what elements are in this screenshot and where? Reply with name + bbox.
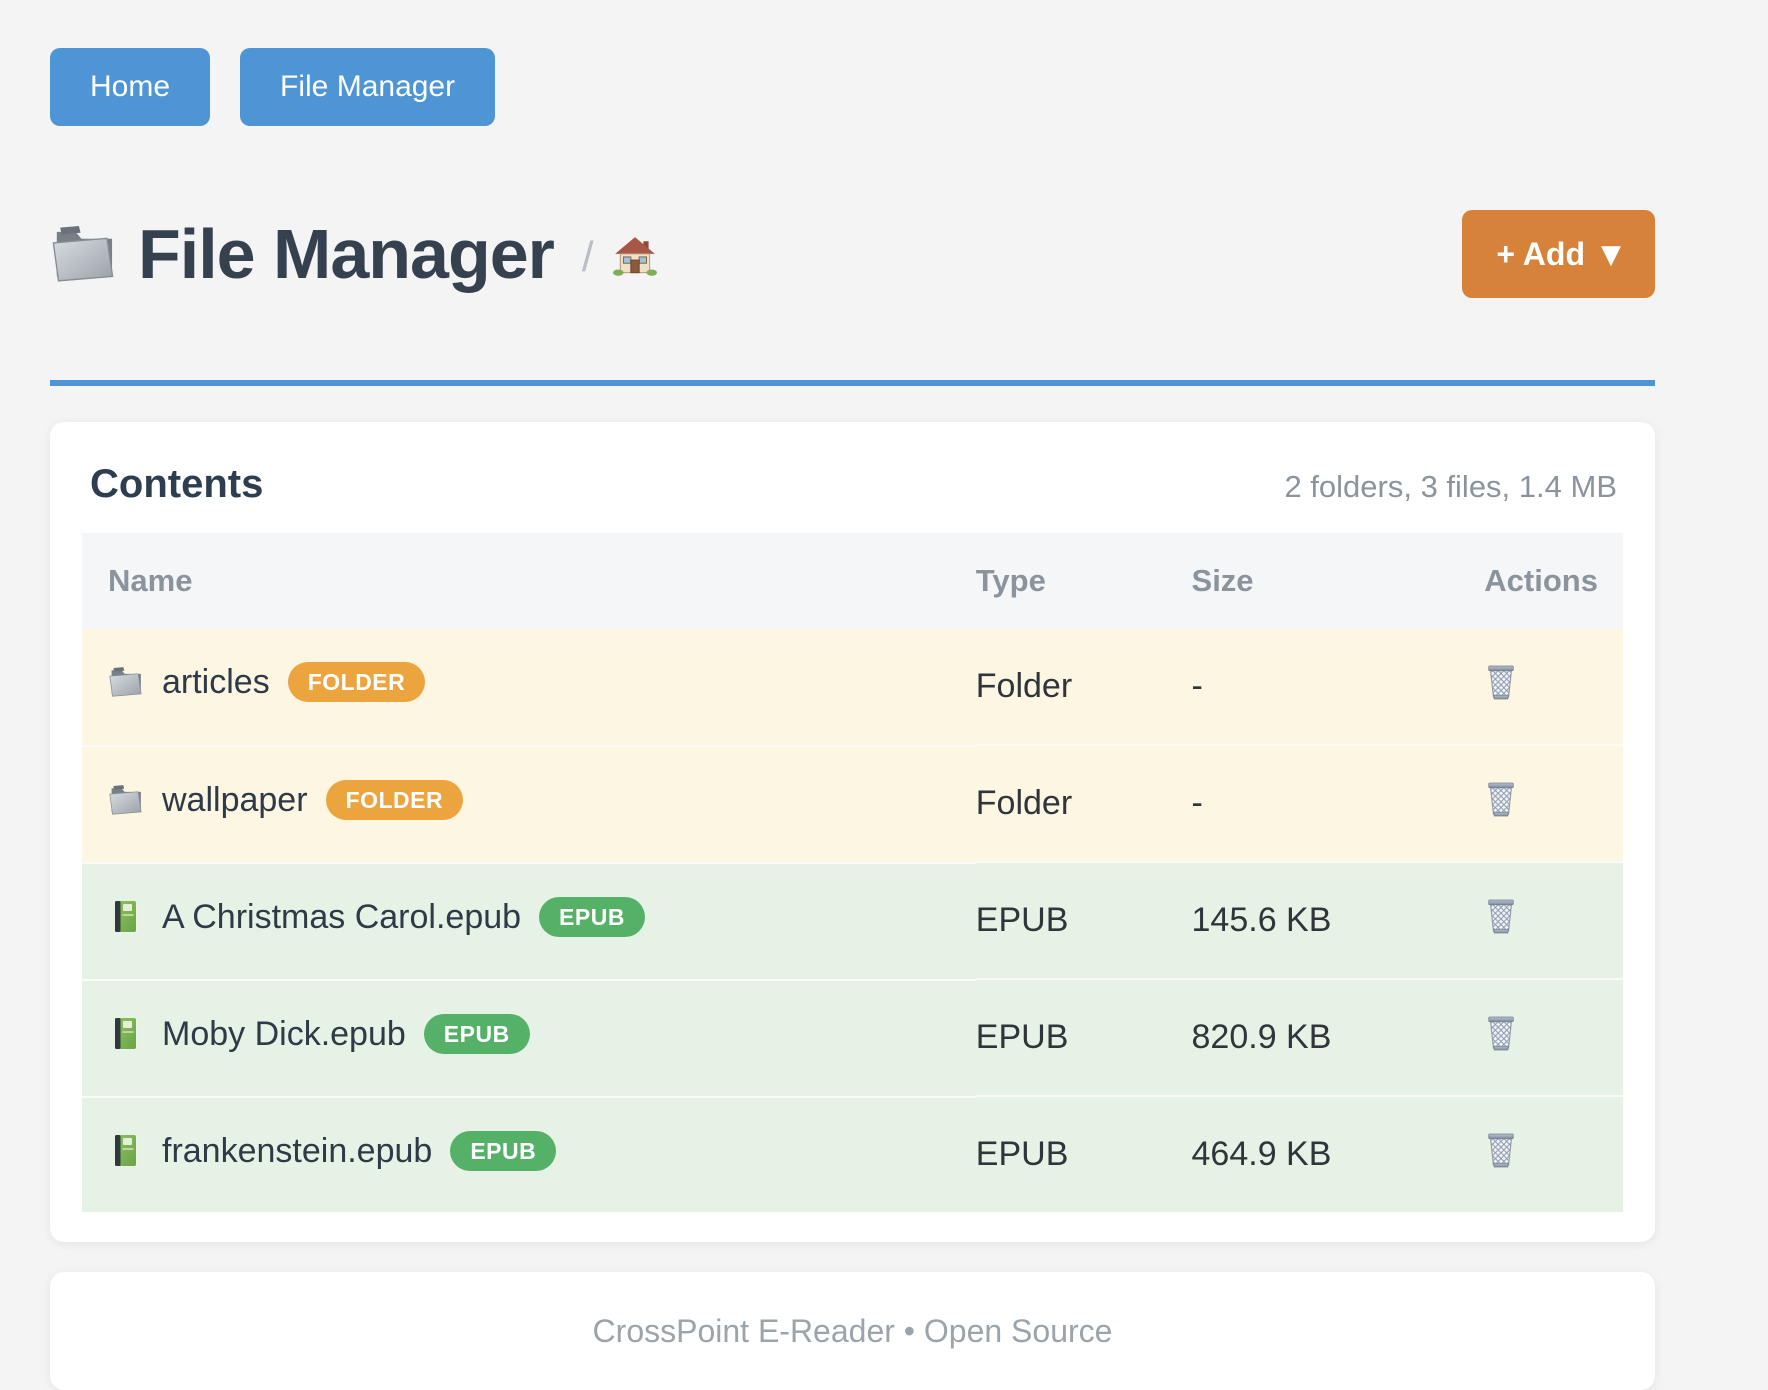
size-cell: -: [1191, 744, 1485, 862]
type-cell: EPUB: [975, 861, 1192, 979]
trash-icon: [1484, 896, 1518, 936]
size-cell: 145.6 KB: [1191, 861, 1485, 979]
row-icon: [108, 899, 144, 935]
type-cell: EPUB: [975, 1095, 1192, 1212]
page: Home File Manager File Manager / + Add ▼…: [50, 0, 1655, 1390]
card-header: Contents 2 folders, 3 files, 1.4 MB: [90, 462, 1617, 507]
type-badge: EPUB: [450, 1131, 557, 1171]
column-header-name: Name: [108, 563, 193, 598]
row-icon: [108, 1133, 144, 1169]
row-icon: [108, 1016, 144, 1052]
folder-icon: [50, 220, 118, 288]
delete-button[interactable]: [1484, 896, 1518, 936]
column-header-actions: Actions: [1484, 563, 1598, 598]
card-title: Contents: [90, 462, 264, 506]
type-cell: Folder: [975, 744, 1192, 862]
trash-icon: [1484, 662, 1518, 702]
file-table: Name Type Size Actions articles FOLDER: [82, 533, 1623, 1212]
type-cell: EPUB: [975, 978, 1192, 1096]
table-row: A Christmas Carol.epub EPUB EPUB 145.6 K…: [82, 861, 1623, 979]
delete-button[interactable]: [1484, 1013, 1518, 1053]
table-row: wallpaper FOLDER Folder -: [82, 744, 1623, 862]
book-icon: [108, 1016, 144, 1052]
add-button[interactable]: + Add ▼: [1462, 210, 1655, 298]
column-header-type: Type: [975, 563, 1046, 598]
folder-icon: [108, 782, 144, 818]
type-badge: FOLDER: [287, 662, 426, 702]
size-cell: 820.9 KB: [1191, 978, 1485, 1096]
table-header-row: Name Type Size Actions: [82, 533, 1623, 629]
title-group: File Manager /: [50, 214, 1462, 294]
trash-icon: [1484, 1013, 1518, 1053]
trash-icon: [1484, 779, 1518, 819]
page-header: File Manager / + Add ▼: [50, 210, 1655, 298]
page-title: File Manager: [138, 215, 555, 293]
delete-button[interactable]: [1484, 1130, 1518, 1170]
type-badge: EPUB: [539, 897, 645, 937]
add-button-label: + Add: [1496, 236, 1585, 272]
type-badge: FOLDER: [325, 780, 464, 820]
column-header-size: Size: [1191, 563, 1254, 598]
table-row: Moby Dick.epub EPUB EPUB 820.9 KB: [82, 978, 1623, 1096]
footer-text: CrossPoint E-Reader • Open Source: [592, 1312, 1113, 1349]
delete-button[interactable]: [1484, 662, 1518, 702]
divider: [50, 380, 1655, 386]
home-button[interactable]: Home: [50, 48, 211, 126]
type-cell: Folder: [975, 667, 1073, 705]
footer: CrossPoint E-Reader • Open Source: [50, 1272, 1655, 1390]
row-icon: [108, 782, 144, 818]
contents-summary: 2 folders, 3 files, 1.4 MB: [1284, 469, 1617, 504]
file-name-link[interactable]: frankenstein.epub: [162, 1131, 433, 1170]
table-row: articles FOLDER Folder -: [82, 629, 1623, 745]
size-cell: 464.9 KB: [1191, 1095, 1485, 1212]
size-cell: -: [1191, 667, 1203, 705]
file-name-link[interactable]: articles: [162, 662, 270, 701]
file-manager-button[interactable]: File Manager: [240, 48, 496, 126]
file-name-link[interactable]: Moby Dick.epub: [162, 1014, 406, 1053]
delete-button[interactable]: [1484, 779, 1518, 819]
book-icon: [108, 899, 144, 935]
folder-icon: [108, 664, 144, 700]
trash-icon: [1484, 1130, 1518, 1170]
contents-card: Contents 2 folders, 3 files, 1.4 MB Name…: [50, 422, 1655, 1242]
file-name-link[interactable]: wallpaper: [162, 780, 308, 819]
row-icon: [108, 664, 144, 700]
type-badge: EPUB: [423, 1014, 530, 1054]
home-icon[interactable]: [612, 235, 658, 281]
table-row: frankenstein.epub EPUB EPUB 464.9 KB: [82, 1095, 1623, 1212]
top-nav: Home File Manager: [50, 48, 1655, 126]
file-name-link[interactable]: A Christmas Carol.epub: [162, 897, 522, 936]
book-icon: [108, 1133, 144, 1169]
breadcrumb-separator: /: [581, 233, 594, 280]
caret-down-icon: ▼: [1601, 240, 1621, 270]
